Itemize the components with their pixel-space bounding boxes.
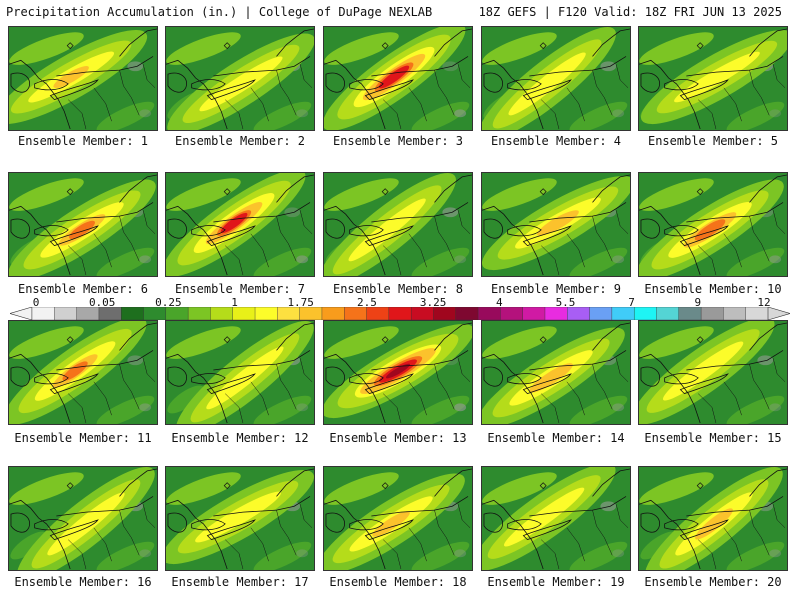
ensemble-member-caption-12: Ensemble Member: 12: [171, 431, 309, 445]
colorbar-tick-label: 1: [231, 296, 238, 309]
ensemble-member-caption-4: Ensemble Member: 4: [490, 134, 622, 148]
ensemble-member-caption-8: Ensemble Member: 8: [332, 282, 464, 296]
ensemble-member-map-18: [323, 466, 473, 571]
ensemble-member-caption-15: Ensemble Member: 15: [644, 431, 782, 445]
ensemble-member-caption-13: Ensemble Member: 13: [329, 431, 467, 445]
ensemble-member-caption-3: Ensemble Member: 3: [332, 134, 464, 148]
colorbar-tick-label: 0.25: [155, 296, 182, 309]
ensemble-member-caption-17: Ensemble Member: 17: [171, 575, 309, 589]
ensemble-member-caption-9: Ensemble Member: 9: [490, 282, 622, 296]
precip-colorbar: [10, 307, 790, 320]
ensemble-member-caption-6: Ensemble Member: 6: [17, 282, 149, 296]
colorbar-tick-label: 0.05: [88, 296, 116, 309]
ensemble-member-map-16: [8, 466, 158, 571]
ensemble-member-map-7: [165, 172, 315, 277]
ensemble-member-caption-7: Ensemble Member: 7: [174, 282, 306, 296]
colorbar-tick-label: 3.25: [419, 296, 447, 309]
ensemble-member-map-19: [481, 466, 631, 571]
ensemble-member-map-6: [8, 172, 158, 277]
colorbar-tick-label: 2.5: [356, 296, 377, 309]
ensemble-member-map-20: [638, 466, 788, 571]
ensemble-member-map-13: [323, 320, 473, 425]
ensemble-member-map-9: [481, 172, 631, 277]
ensemble-member-caption-18: Ensemble Member: 18: [329, 575, 467, 589]
ensemble-member-map-12: [165, 320, 315, 425]
ensemble-member-caption-11: Ensemble Member: 11: [14, 431, 152, 445]
ensemble-member-caption-1: Ensemble Member: 1: [17, 134, 149, 148]
ensemble-member-map-17: [165, 466, 315, 571]
ensemble-member-caption-20: Ensemble Member: 20: [644, 575, 782, 589]
valid-time-label: 18Z GEFS | F120 Valid: 18Z FRI JUN 13 20…: [478, 5, 782, 19]
ensemble-member-map-15: [638, 320, 788, 425]
ensemble-member-caption-16: Ensemble Member: 16: [14, 575, 152, 589]
ensemble-member-map-1: [8, 26, 158, 131]
colorbar-tick-label: 9: [694, 296, 702, 309]
colorbar-tick-label: 4: [495, 296, 503, 309]
ensemble-member-caption-2: Ensemble Member: 2: [174, 134, 306, 148]
ensemble-member-map-3: [323, 26, 473, 131]
colorbar-tick-label: 5.5: [555, 296, 576, 309]
ensemble-member-map-10: [638, 172, 788, 277]
colorbar-tick-label: 1.75: [287, 296, 314, 309]
ensemble-member-caption-10: Ensemble Member: 10: [644, 282, 782, 296]
colorbar-tick-label: 12: [757, 296, 771, 309]
ensemble-member-map-8: [323, 172, 473, 277]
ensemble-member-caption-5: Ensemble Member: 5: [647, 134, 779, 148]
ensemble-member-map-11: [8, 320, 158, 425]
colorbar-tick-label: 7: [628, 296, 635, 309]
ensemble-member-caption-19: Ensemble Member: 19: [487, 575, 625, 589]
ensemble-member-map-2: [165, 26, 315, 131]
colorbar-tick-label: 0: [32, 296, 40, 309]
ensemble-member-map-4: [481, 26, 631, 131]
ensemble-member-caption-14: Ensemble Member: 14: [487, 431, 625, 445]
map-title: Precipitation Accumulation (in.) | Colle…: [6, 5, 433, 19]
ensemble-member-map-5: [638, 26, 788, 131]
ensemble-member-map-14: [481, 320, 631, 425]
